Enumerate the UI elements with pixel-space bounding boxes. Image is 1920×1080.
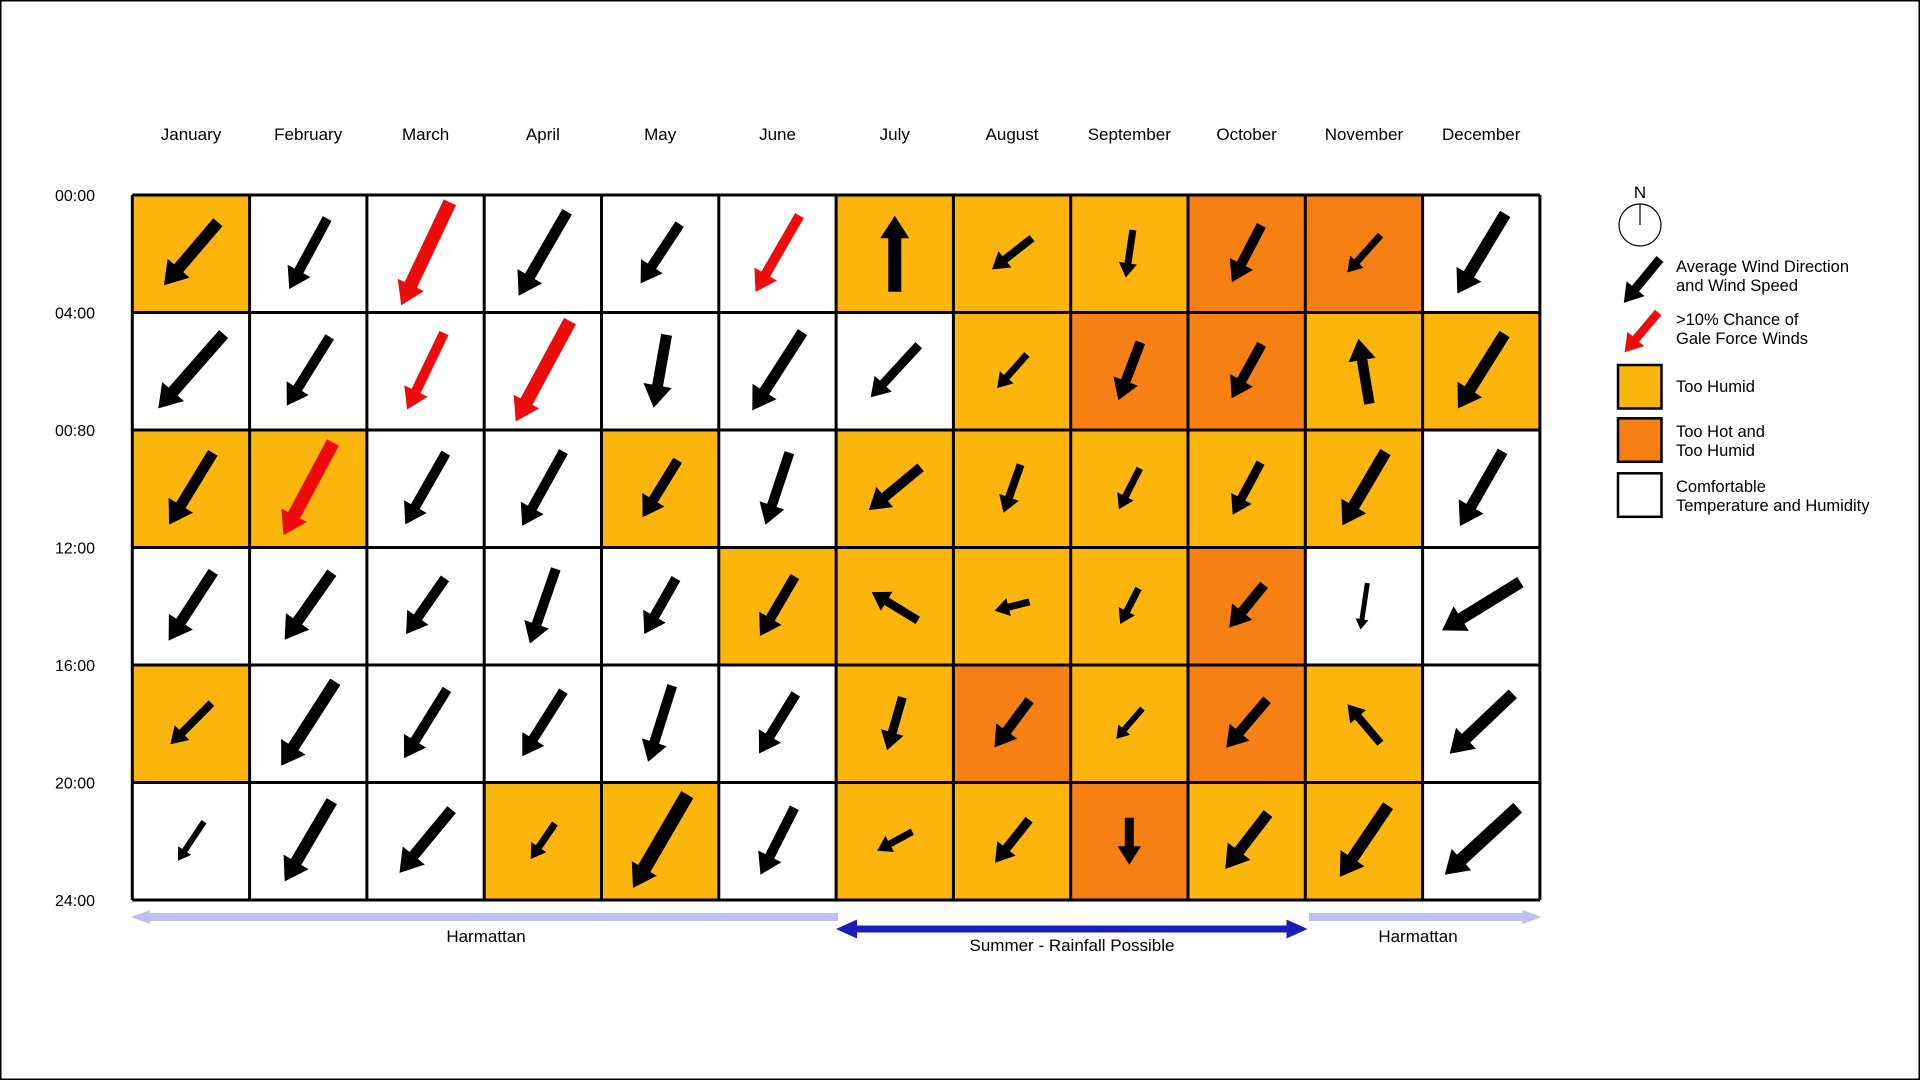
svg-text:Summer - Rainfall Possible: Summer - Rainfall Possible — [969, 936, 1174, 955]
svg-text:April: April — [526, 125, 560, 144]
svg-text:September: September — [1088, 125, 1171, 144]
svg-text:Too Humid: Too Humid — [1676, 378, 1755, 396]
svg-text:Too Humid: Too Humid — [1676, 442, 1755, 460]
svg-text:June: June — [759, 125, 796, 144]
svg-text:Gale Force Winds: Gale Force Winds — [1676, 330, 1808, 348]
svg-text:Too Hot and: Too Hot and — [1676, 423, 1765, 441]
svg-text:04:00: 04:00 — [55, 306, 95, 323]
svg-text:N: N — [1634, 183, 1646, 202]
svg-text:Comfortable: Comfortable — [1676, 478, 1766, 496]
svg-text:February: February — [274, 125, 343, 144]
svg-text:12:00: 12:00 — [55, 541, 95, 558]
svg-text:24:00: 24:00 — [55, 893, 95, 910]
svg-text:00:80: 00:80 — [55, 423, 95, 440]
svg-text:August: August — [986, 125, 1039, 144]
svg-text:March: March — [402, 125, 449, 144]
svg-text:Temperature and Humidity: Temperature and Humidity — [1676, 497, 1870, 515]
svg-text:January: January — [161, 125, 222, 144]
svg-text:October: October — [1216, 125, 1277, 144]
svg-text:00:00: 00:00 — [55, 188, 95, 205]
svg-text:May: May — [644, 125, 677, 144]
svg-text:December: December — [1442, 125, 1521, 144]
svg-text:Harmattan: Harmattan — [446, 927, 525, 946]
svg-text:and Wind Speed: and Wind Speed — [1676, 277, 1798, 295]
svg-text:>10% Chance of: >10% Chance of — [1676, 311, 1799, 329]
svg-text:20:00: 20:00 — [55, 776, 95, 793]
svg-text:16:00: 16:00 — [55, 658, 95, 675]
svg-text:Harmattan: Harmattan — [1378, 927, 1457, 946]
svg-text:Average Wind Direction: Average Wind Direction — [1676, 258, 1849, 276]
svg-text:November: November — [1325, 125, 1404, 144]
svg-text:July: July — [880, 125, 911, 144]
